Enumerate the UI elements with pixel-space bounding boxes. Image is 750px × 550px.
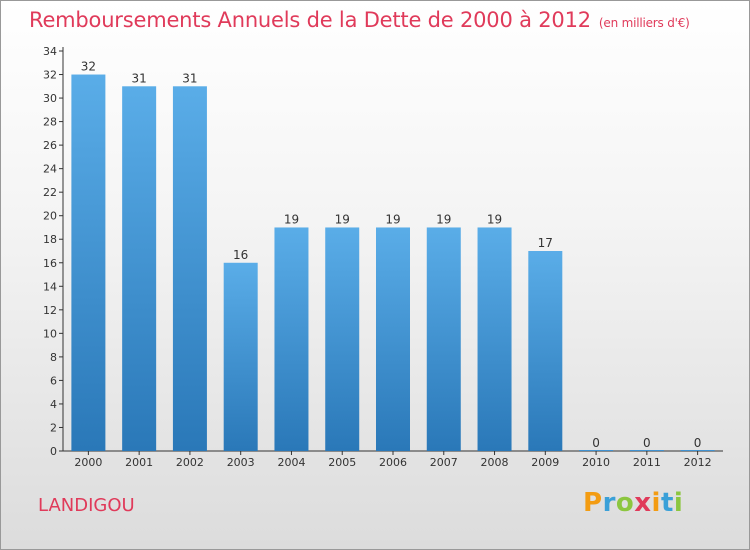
y-tick-label: 34 [43, 45, 57, 58]
data-label: 19 [284, 212, 299, 226]
y-tick-label: 28 [43, 116, 57, 129]
logo-letter: i [673, 488, 684, 518]
x-tick-label: 2012 [684, 456, 712, 469]
bar [325, 227, 360, 451]
x-tick-label: 2010 [582, 456, 610, 469]
commune-name: LANDIGOU [38, 495, 135, 516]
x-tick-label: 2005 [328, 456, 356, 469]
y-tick-label: 6 [50, 374, 57, 387]
data-label: 19 [436, 212, 451, 226]
bar [172, 86, 207, 451]
data-label: 0 [643, 436, 651, 450]
bar [426, 227, 461, 451]
data-label: 19 [385, 212, 400, 226]
bar [629, 450, 664, 451]
bar [274, 227, 309, 451]
data-label: 17 [538, 236, 553, 250]
y-tick-label: 20 [43, 210, 57, 223]
y-tick-label: 22 [43, 186, 57, 199]
x-tick-label: 2011 [633, 456, 661, 469]
bar [223, 262, 258, 451]
logo-letter: P [583, 488, 603, 518]
chart-title: Remboursements Annuels de la Dette de 20… [29, 8, 690, 32]
y-tick-label: 16 [43, 257, 57, 270]
bar [376, 227, 410, 451]
bar [477, 227, 512, 451]
x-tick-label: 2008 [481, 456, 509, 469]
x-tick-label: 2009 [531, 456, 559, 469]
x-tick-label: 2002 [176, 456, 204, 469]
chart-title-text: Remboursements Annuels de la Dette de 20… [29, 8, 591, 32]
bar [680, 450, 715, 451]
y-tick-label: 0 [50, 445, 57, 458]
y-tick-label: 8 [50, 351, 57, 364]
x-tick-label: 2000 [74, 456, 102, 469]
y-tick-label: 10 [43, 327, 57, 340]
y-tick-label: 14 [43, 280, 57, 293]
bar [579, 450, 614, 451]
x-tick-label: 2003 [227, 456, 255, 469]
data-label: 31 [132, 71, 147, 85]
y-tick-label: 26 [43, 139, 57, 152]
logo-letter: t [660, 488, 674, 518]
data-label: 19 [487, 212, 502, 226]
logo-letter: r [602, 488, 616, 518]
logo-letter: o [615, 488, 635, 518]
bar [528, 251, 563, 451]
bar [122, 86, 157, 451]
data-label: 31 [182, 71, 197, 85]
logo-letter: i [651, 488, 661, 518]
y-tick-label: 30 [43, 92, 57, 105]
x-tick-label: 2007 [430, 456, 458, 469]
x-tick-label: 2001 [125, 456, 153, 469]
y-tick-label: 18 [43, 233, 57, 246]
proxiti-logo: Proxiti [583, 488, 683, 518]
y-tick-label: 32 [43, 69, 57, 82]
data-label: 16 [233, 248, 248, 262]
chart-unit: (en milliers d'€) [598, 16, 690, 30]
x-tick-label: 2006 [379, 456, 407, 469]
y-tick-label: 4 [50, 398, 57, 411]
data-label: 0 [592, 436, 600, 450]
y-tick-label: 24 [43, 163, 57, 176]
y-tick-label: 2 [50, 421, 57, 434]
y-tick-label: 12 [43, 304, 57, 317]
x-tick-label: 2004 [277, 456, 305, 469]
bar [71, 74, 106, 451]
logo-letter: x [634, 488, 652, 518]
data-label: 32 [81, 60, 96, 74]
data-label: 19 [335, 212, 350, 226]
data-label: 0 [694, 436, 702, 450]
